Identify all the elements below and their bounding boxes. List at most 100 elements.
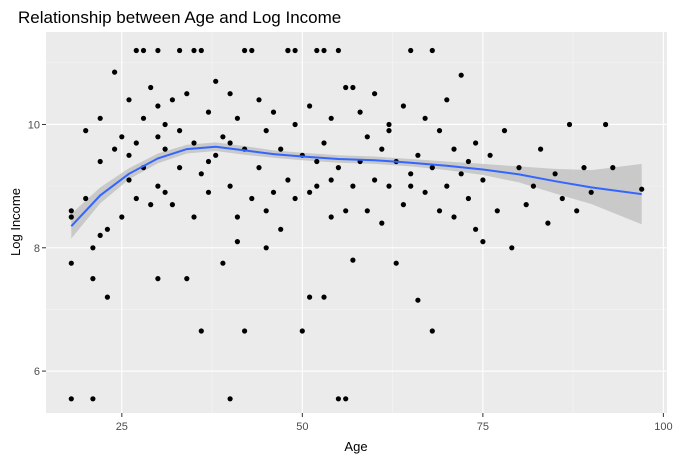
data-point [270, 109, 277, 115]
smooth-line [70, 145, 642, 227]
data-point [343, 208, 349, 214]
data-point [292, 195, 298, 202]
data-point [372, 91, 378, 97]
data-point [278, 226, 284, 232]
confidence-band [71, 142, 642, 239]
data-point [386, 183, 392, 189]
data-point [198, 171, 204, 177]
data-point [501, 128, 508, 134]
data-point [162, 121, 168, 128]
data-point [184, 276, 190, 282]
data-point [126, 152, 132, 158]
data-point [364, 134, 370, 140]
data-point [112, 146, 118, 152]
data-point [321, 140, 327, 146]
data-point [213, 152, 219, 158]
data-point [299, 328, 305, 334]
data-point [292, 121, 298, 128]
data-point [104, 294, 110, 300]
data-point [213, 78, 219, 84]
data-point [379, 220, 385, 226]
y-tick-label: 10 [28, 119, 40, 131]
data-point [494, 208, 500, 214]
data-point [90, 245, 96, 251]
data-point [487, 152, 493, 158]
data-point [162, 146, 168, 152]
data-point [220, 260, 226, 266]
data-point [140, 115, 147, 121]
data-point [603, 121, 609, 128]
x-tick-label: 25 [116, 421, 128, 433]
data-point [234, 214, 240, 220]
data-point [227, 396, 233, 402]
data-point [198, 328, 204, 334]
data-point [191, 47, 197, 54]
data-point [509, 245, 515, 251]
data-point [451, 214, 457, 220]
data-point [177, 165, 183, 171]
plot-panel [46, 32, 667, 413]
data-points [68, 47, 645, 402]
data-point [256, 97, 262, 103]
data-point [126, 97, 132, 103]
data-point [104, 226, 110, 232]
data-point [155, 47, 161, 54]
data-point [90, 396, 96, 402]
data-point [473, 226, 479, 232]
data-point [140, 47, 147, 54]
data-point [205, 158, 212, 165]
data-point [68, 260, 74, 266]
data-point [227, 183, 233, 189]
data-point [372, 177, 378, 183]
data-point [278, 146, 284, 152]
data-point [408, 183, 414, 189]
data-point [379, 146, 385, 152]
data-point [83, 195, 89, 202]
data-point [480, 177, 486, 183]
data-point [68, 214, 74, 220]
data-point [314, 183, 320, 189]
data-point [227, 140, 233, 146]
data-point [343, 84, 349, 91]
data-point [429, 165, 435, 171]
data-point [307, 294, 313, 300]
data-point [227, 91, 233, 97]
data-point [263, 208, 269, 214]
data-point [451, 146, 457, 152]
data-point [429, 47, 435, 54]
data-point [465, 195, 471, 202]
data-point [205, 109, 212, 115]
data-point [422, 189, 428, 195]
data-point [249, 47, 255, 54]
data-point [242, 328, 248, 334]
data-point [119, 214, 125, 220]
data-point [148, 202, 154, 208]
data-point [256, 165, 262, 171]
data-point [393, 260, 399, 266]
x-tick-label: 75 [477, 421, 489, 433]
data-point [133, 140, 139, 146]
data-point [119, 134, 125, 140]
data-point [263, 128, 269, 134]
data-point [169, 97, 175, 103]
data-point [610, 165, 616, 171]
minor-gridlines [46, 32, 667, 413]
data-point [97, 158, 103, 165]
data-point [538, 146, 544, 152]
data-point [465, 158, 471, 165]
data-point [444, 183, 450, 189]
data-point [177, 47, 183, 54]
data-point [639, 186, 645, 192]
data-point [581, 165, 587, 171]
data-point [263, 245, 269, 251]
data-point [234, 115, 240, 121]
data-point [155, 134, 161, 140]
data-point [307, 103, 313, 109]
x-tick-label: 50 [296, 421, 308, 433]
data-point [523, 202, 529, 208]
data-point [436, 128, 443, 134]
data-point [386, 128, 392, 134]
x-axis-title: Age [344, 439, 367, 454]
data-point [321, 294, 327, 300]
data-point [90, 276, 96, 282]
